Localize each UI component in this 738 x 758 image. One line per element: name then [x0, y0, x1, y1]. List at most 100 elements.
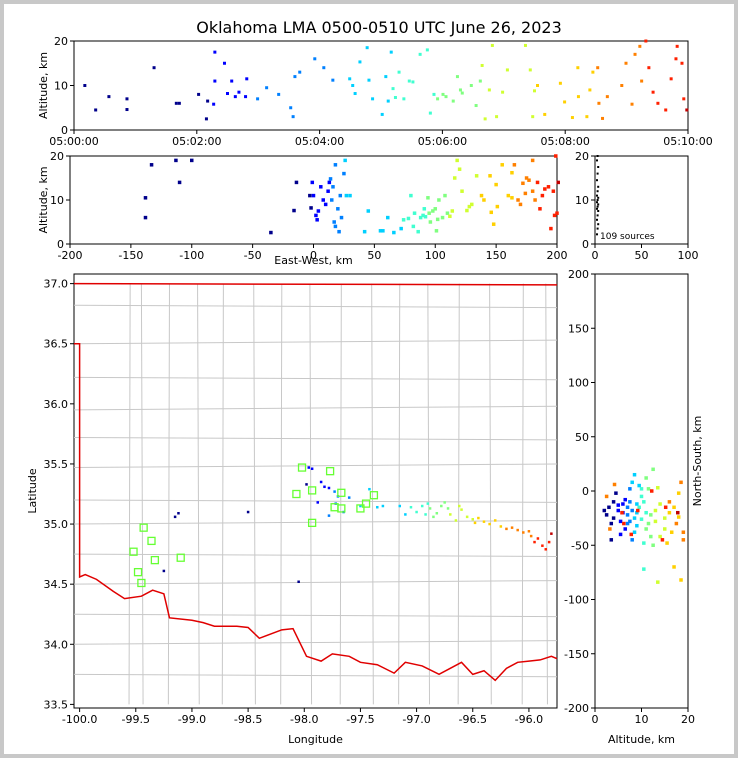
lma-station-marker	[176, 553, 185, 562]
data-point	[563, 100, 567, 104]
data-point	[125, 97, 129, 101]
data-point	[428, 507, 432, 510]
data-point	[494, 182, 498, 187]
y-tick-label: 36.0	[44, 398, 69, 411]
data-point	[663, 505, 668, 510]
data-point	[380, 112, 384, 116]
data-point	[381, 504, 385, 508]
lma-station-marker	[337, 488, 346, 497]
county-line	[545, 283, 548, 705]
data-point	[483, 117, 487, 121]
data-point	[435, 217, 440, 222]
county-line	[197, 283, 200, 705]
data-point	[441, 92, 445, 96]
time-height-panel: 05:00:00 05:02:00 05:04:00 05:06:00 05:08:00…	[37, 35, 713, 148]
source-count-label: 109 sources	[600, 232, 655, 242]
y-axis-label: Altitude, km	[37, 52, 50, 119]
data-point	[339, 215, 344, 220]
data-point	[605, 95, 609, 99]
data-point	[432, 92, 436, 96]
y-tick-label: 50	[575, 431, 589, 444]
county-line	[280, 283, 283, 705]
y-tick-label: -200	[564, 702, 589, 715]
data-point	[653, 508, 658, 513]
data-point	[424, 513, 427, 516]
data-point	[491, 222, 496, 226]
data-point	[596, 205, 599, 208]
source-count-panel: 109 sources 0 50 100 0 10 20	[575, 150, 699, 262]
data-point	[328, 177, 333, 181]
x-tick-label: 10	[635, 713, 649, 726]
data-point	[612, 482, 617, 487]
data-point	[576, 66, 580, 70]
data-point	[460, 189, 464, 193]
y-tick-label: 0	[57, 238, 64, 251]
data-point	[669, 530, 674, 534]
data-point	[625, 521, 630, 526]
data-point	[426, 196, 430, 200]
x-tick-label: -96.5	[459, 713, 487, 726]
data-point	[326, 189, 330, 193]
data-point	[596, 233, 598, 236]
data-point	[554, 154, 558, 158]
data-point	[663, 516, 667, 520]
x-axis-label: Altitude, km	[608, 733, 675, 746]
county-line	[74, 580, 557, 585]
data-point	[233, 95, 237, 99]
data-point	[597, 203, 600, 206]
data-point	[664, 108, 668, 112]
data-point	[378, 229, 383, 233]
data-point	[676, 491, 681, 495]
data-point	[451, 99, 455, 103]
data-point	[418, 52, 422, 56]
data-point	[490, 43, 494, 47]
data-point	[474, 174, 479, 178]
data-point	[649, 513, 653, 517]
data-point	[495, 204, 500, 209]
data-point	[630, 538, 634, 542]
y-tick-label: 10	[50, 194, 64, 207]
data-point	[639, 487, 644, 491]
data-point	[407, 79, 411, 83]
data-point	[457, 167, 462, 171]
data-point	[644, 39, 648, 43]
data-point	[538, 207, 542, 211]
data-point	[443, 193, 447, 198]
lma-station-marker	[325, 467, 335, 476]
data-point	[639, 517, 644, 521]
data-point	[609, 521, 614, 526]
lma-station-marker	[147, 536, 156, 546]
data-point	[436, 97, 440, 101]
data-point	[635, 502, 639, 506]
data-point	[333, 224, 338, 229]
data-point	[314, 213, 318, 218]
data-point	[596, 201, 598, 204]
y-tick-label: 20	[575, 150, 589, 163]
lma-station-marker	[139, 523, 148, 532]
x-tick-label: 05:10:00	[663, 135, 712, 148]
ns-height-panel: 0 10 20 -200 -150 -100 -50 0 50 100 150 200 Altitude…	[564, 268, 704, 746]
data-point	[384, 75, 388, 79]
data-point	[656, 485, 660, 490]
data-point	[332, 220, 336, 224]
data-point	[321, 198, 325, 202]
x-axis-label: East-West, km	[274, 254, 352, 267]
data-point	[342, 171, 346, 176]
data-point	[440, 215, 445, 220]
data-point	[331, 185, 335, 189]
data-point	[367, 78, 371, 82]
data-point	[596, 179, 598, 182]
data-point	[596, 207, 598, 210]
data-point	[393, 96, 397, 100]
data-point	[480, 63, 484, 67]
data-point	[669, 77, 673, 81]
data-point	[544, 548, 548, 551]
data-point	[533, 89, 536, 93]
data-point	[197, 92, 201, 96]
data-point	[411, 80, 415, 84]
y-tick-label: 100	[568, 377, 589, 390]
plan-view-map-panel: -100.0 -99.5 -99.0 -98.5 -98.0 -97.5 -97.0 -96.…	[26, 273, 558, 746]
data-point	[365, 46, 369, 50]
lma-station-marker	[292, 489, 301, 499]
data-point	[639, 494, 644, 499]
